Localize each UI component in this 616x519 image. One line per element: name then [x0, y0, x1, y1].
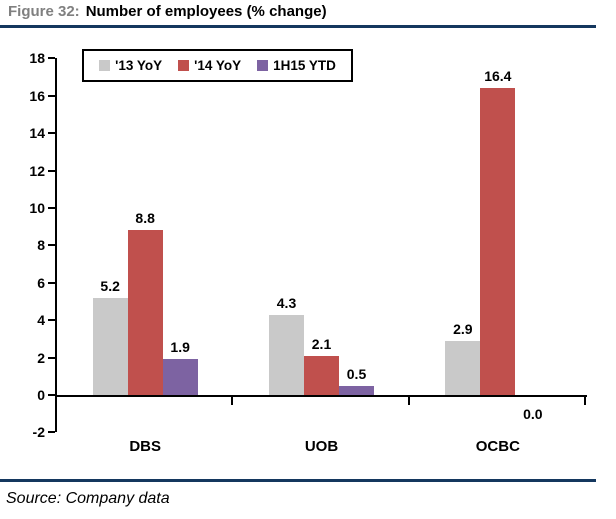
data-label: 16.4 [484, 68, 512, 84]
y-axis-tick [48, 132, 55, 135]
data-label: 2.9 [453, 321, 473, 337]
y-axis-tick [48, 169, 55, 172]
figure-number-label: Figure 32: [8, 3, 80, 20]
bar-dbs-14yoy [127, 230, 163, 395]
y-axis-tick-label: 18 [29, 50, 45, 67]
bar-uob-1h15ytd [339, 386, 374, 395]
y-axis-tick [48, 94, 55, 97]
y-axis-tick-label: 0 [37, 387, 45, 403]
y-axis-tick-label: 10 [29, 200, 45, 216]
y-axis-tick-label: 6 [37, 274, 45, 291]
y-axis-tick [48, 281, 55, 284]
x-axis-tick [407, 397, 410, 405]
data-label: 0.5 [346, 366, 367, 382]
figure-title-text: Number of employees (% change) [85, 3, 327, 20]
legend-item-14yoy: '14 YoY [178, 58, 241, 73]
legend-swatch-1h15ytd-icon [257, 60, 269, 71]
legend-swatch-14yoy-icon [178, 60, 190, 71]
source-note: Source: Company data [6, 490, 170, 507]
y-axis-tick-label: 14 [29, 125, 45, 142]
y-axis-tick-label: 4 [37, 312, 45, 329]
footer-divider [0, 479, 596, 482]
legend-label: '14 YoY [194, 58, 242, 73]
legend-swatch-13yoy-icon [99, 60, 111, 71]
legend-item-13yoy: '13 YoY [99, 58, 162, 73]
data-label: 4.3 [276, 295, 297, 311]
y-axis-tick [48, 394, 55, 396]
y-axis-tick-label: 8 [37, 237, 45, 254]
y-axis-tick [48, 244, 55, 247]
x-axis-line [55, 395, 587, 397]
bar-chart: '13 YoY '14 YoY 1H15 YTD 18 16 14 12 10 8 6 4 2 0… [0, 28, 616, 478]
y-axis-tick-label: 2 [37, 349, 45, 366]
data-label: 2.1 [311, 336, 332, 352]
legend-item-1h15ytd: 1H15 YTD [257, 58, 336, 73]
y-axis-tick-label: -2 [32, 424, 45, 441]
y-axis-tick [48, 57, 55, 60]
y-axis-tick [48, 207, 55, 209]
data-label: 8.8 [135, 210, 155, 226]
bar-dbs-13yoy [92, 298, 128, 395]
data-label: 1.9 [170, 339, 190, 355]
chart-legend: '13 YoY '14 YoY 1H15 YTD [82, 49, 353, 82]
category-label-ocbc: OCBC [475, 438, 520, 455]
figure-title: Figure 32: Number of employees (% change) [8, 3, 327, 20]
y-axis-tick-label: 16 [29, 87, 45, 104]
y-axis-tick [48, 356, 55, 359]
data-label: 5.2 [100, 278, 120, 294]
y-axis-line [55, 58, 57, 433]
legend-label: '13 YoY [115, 58, 163, 73]
y-axis-tick-label: 12 [29, 162, 45, 179]
legend-label: 1H15 YTD [273, 58, 336, 73]
bar-ocbc-14yoy [480, 88, 516, 395]
category-label-uob: UOB [304, 438, 339, 455]
y-axis-tick [48, 319, 55, 322]
y-axis-tick [48, 431, 55, 434]
bar-dbs-1h15ytd [162, 359, 198, 395]
x-axis-tick [584, 397, 586, 405]
bar-uob-14yoy [304, 356, 339, 395]
bar-uob-13yoy [269, 315, 304, 395]
data-label: 0.0 [523, 406, 543, 422]
title-divider [0, 25, 596, 28]
x-axis-tick [231, 397, 234, 405]
bar-ocbc-13yoy [445, 341, 481, 395]
category-label-dbs: DBS [129, 438, 161, 455]
